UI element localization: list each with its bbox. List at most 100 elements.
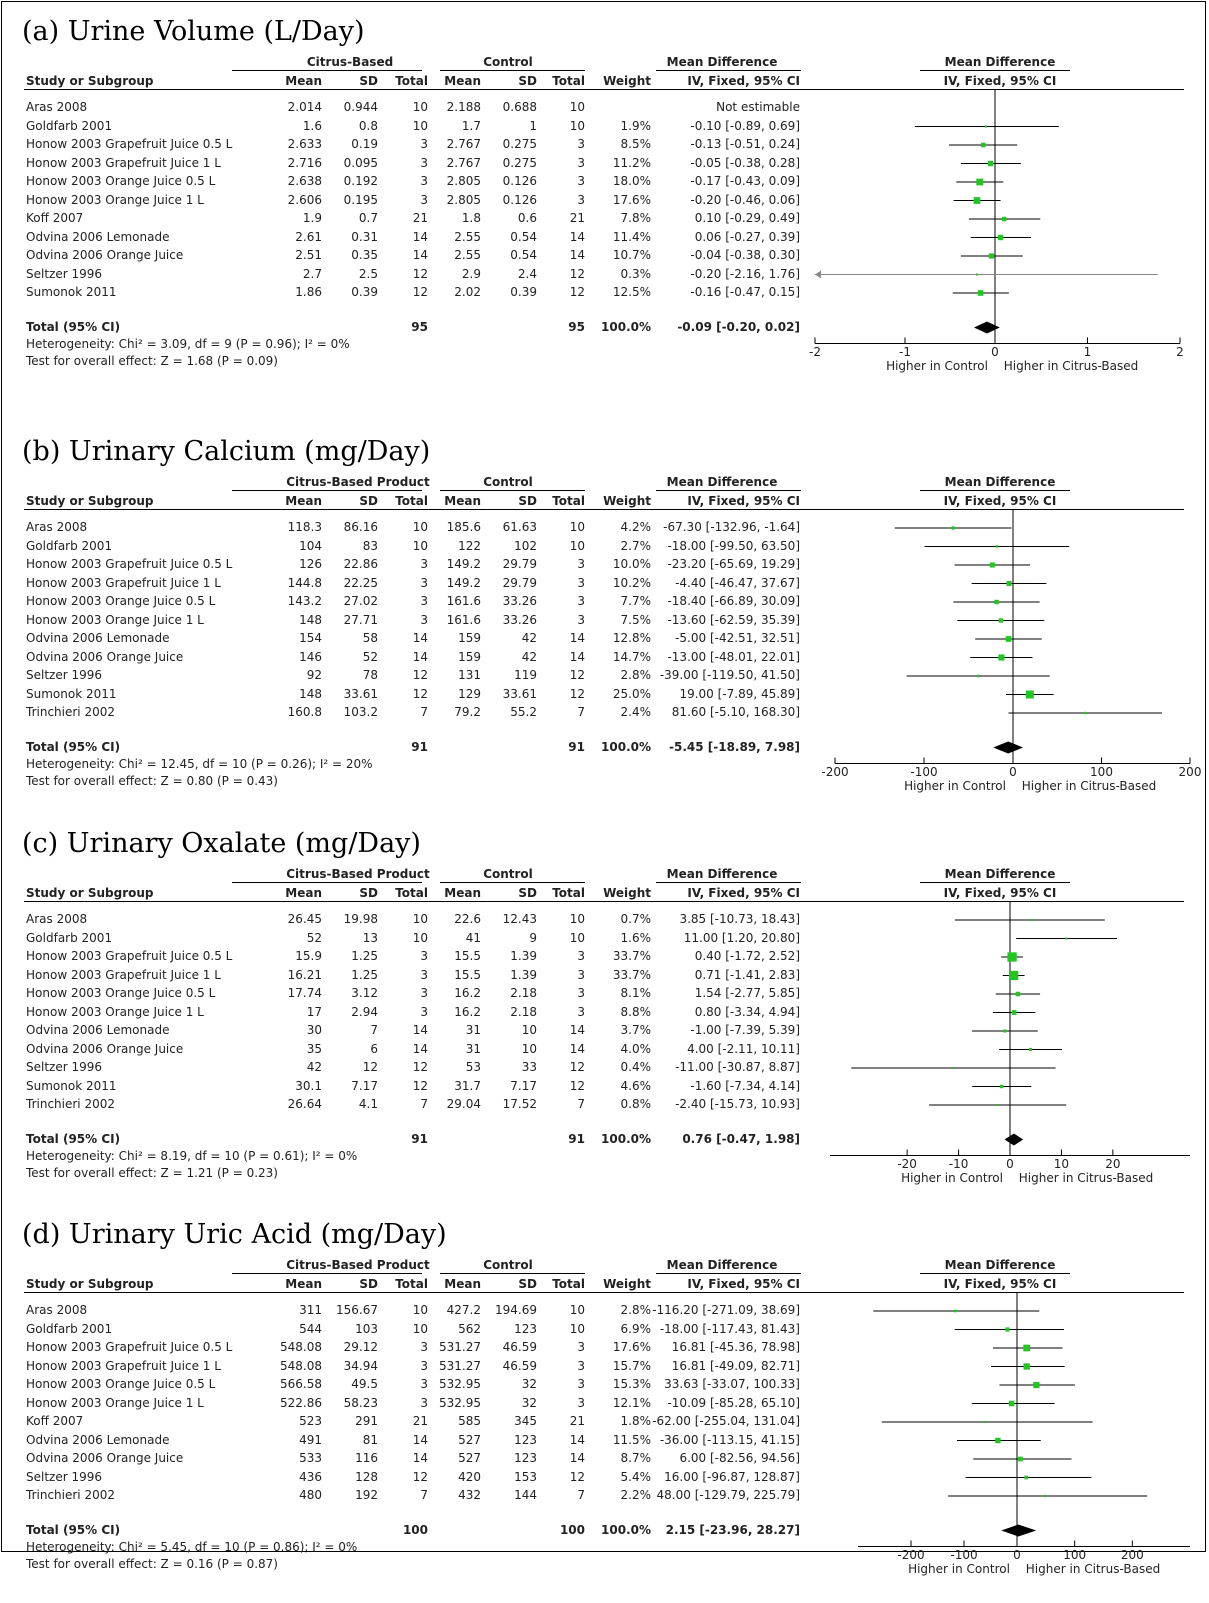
row-k-total: 12 bbox=[570, 1470, 585, 1484]
effect-marker bbox=[1007, 581, 1012, 586]
row-k-mean: 31 bbox=[466, 1042, 481, 1056]
row-weight: 15.7% bbox=[613, 1359, 651, 1373]
row-c-mean: 144.8 bbox=[288, 576, 322, 590]
row-name: Honow 2003 Grapefruit Juice 0.5 L bbox=[26, 557, 232, 571]
row-k-mean: 532.95 bbox=[439, 1396, 481, 1410]
effect-marker bbox=[988, 161, 993, 166]
row-k-total: 21 bbox=[570, 1414, 585, 1428]
row-k-total: 14 bbox=[570, 1042, 585, 1056]
row-k-mean: 122 bbox=[458, 539, 481, 553]
row-c-sd: 12 bbox=[363, 1060, 378, 1074]
row-c-total: 12 bbox=[413, 668, 428, 682]
row-c-sd: 0.192 bbox=[344, 174, 378, 188]
row-k-sd: 123 bbox=[514, 1451, 537, 1465]
row-c-total: 3 bbox=[420, 193, 428, 207]
row-ci-text: 19.00 [-7.89, 45.89] bbox=[679, 687, 800, 701]
row-k-mean: 41 bbox=[466, 931, 481, 945]
row-c-total: 3 bbox=[420, 557, 428, 571]
total-ci: 0.76 [-0.47, 1.98] bbox=[682, 1132, 800, 1146]
overall-effect-text: Test for overall effect: Z = 0.80 (P = 0… bbox=[26, 774, 278, 788]
total-citrus-n: 91 bbox=[411, 1132, 428, 1146]
row-k-mean: 16.2 bbox=[454, 986, 481, 1000]
row-c-mean: 533 bbox=[299, 1451, 322, 1465]
row-k-sd: 2.4 bbox=[518, 267, 537, 281]
row-c-sd: 103.2 bbox=[344, 705, 378, 719]
effect-marker bbox=[999, 618, 1003, 622]
row-weight: 0.4% bbox=[621, 1060, 652, 1074]
row-weight: 17.6% bbox=[613, 1340, 651, 1354]
row-weight: 0.8% bbox=[621, 1097, 652, 1111]
row-k-mean: 527 bbox=[458, 1451, 481, 1465]
row-c-sd: 86.16 bbox=[344, 520, 378, 534]
row-k-total: 10 bbox=[570, 100, 585, 114]
row-c-mean: 160.8 bbox=[288, 705, 322, 719]
row-c-total: 3 bbox=[420, 949, 428, 963]
row-name: Honow 2003 Grapefruit Juice 1 L bbox=[26, 576, 221, 590]
overall-effect-text: Test for overall effect: Z = 1.21 (P = 0… bbox=[26, 1166, 278, 1180]
row-k-sd: 194.69 bbox=[495, 1303, 537, 1317]
row-c-total: 3 bbox=[420, 576, 428, 590]
effect-marker bbox=[1009, 1401, 1015, 1407]
row-k-sd: 32 bbox=[522, 1377, 537, 1391]
row-weight: 2.8% bbox=[621, 668, 652, 682]
row-k-mean: 527 bbox=[458, 1433, 481, 1447]
row-name: Odvina 2006 Orange Juice bbox=[26, 1042, 183, 1056]
row-c-mean: 126 bbox=[299, 557, 322, 571]
effect-marker bbox=[990, 562, 995, 567]
row-c-sd: 58.23 bbox=[344, 1396, 378, 1410]
row-ci-text: 6.00 [-82.56, 94.56] bbox=[679, 1451, 800, 1465]
effect-marker bbox=[952, 1067, 954, 1069]
row-k-mean: 562 bbox=[458, 1322, 481, 1336]
row-c-mean: 26.45 bbox=[288, 912, 322, 926]
row-k-total: 7 bbox=[577, 1097, 585, 1111]
effect-marker bbox=[1026, 691, 1034, 699]
row-c-total: 7 bbox=[420, 1488, 428, 1502]
row-c-sd: 29.12 bbox=[344, 1340, 378, 1354]
row-k-total: 3 bbox=[577, 174, 585, 188]
row-k-total: 12 bbox=[570, 668, 585, 682]
row-k-mean: 161.6 bbox=[447, 613, 481, 627]
ci-arrow-left bbox=[815, 271, 821, 279]
row-name: Honow 2003 Orange Juice 1 L bbox=[26, 1005, 204, 1019]
total-ci: -5.45 [-18.89, 7.98] bbox=[669, 740, 800, 754]
row-name: Aras 2008 bbox=[26, 520, 87, 534]
row-c-mean: 2.633 bbox=[288, 137, 322, 151]
row-weight: 14.7% bbox=[613, 650, 651, 664]
row-k-sd: 0.126 bbox=[503, 174, 537, 188]
row-k-total: 14 bbox=[570, 1451, 585, 1465]
row-name: Honow 2003 Orange Juice 0.5 L bbox=[26, 174, 215, 188]
row-ci-text: 3.85 [-10.73, 18.43] bbox=[679, 912, 800, 926]
row-c-mean: 1.6 bbox=[303, 119, 322, 133]
row-k-total: 3 bbox=[577, 156, 585, 170]
row-k-total: 12 bbox=[570, 267, 585, 281]
row-name: Odvina 2006 Lemonade bbox=[26, 1433, 169, 1447]
row-ci-text: -1.00 [-7.39, 5.39] bbox=[690, 1023, 800, 1037]
row-k-mean: 427.2 bbox=[447, 1303, 481, 1317]
row-k-total: 3 bbox=[577, 576, 585, 590]
row-k-sd: 17.52 bbox=[503, 1097, 537, 1111]
row-c-mean: 2.638 bbox=[288, 174, 322, 188]
total-weight: 100.0% bbox=[601, 740, 651, 754]
total-control-n: 91 bbox=[568, 1132, 585, 1146]
row-k-sd: 61.63 bbox=[503, 520, 537, 534]
effect-marker bbox=[994, 600, 998, 604]
row-k-total: 12 bbox=[570, 1079, 585, 1093]
row-c-total: 10 bbox=[413, 1303, 428, 1317]
row-k-sd: 153 bbox=[514, 1470, 537, 1484]
total-control-n: 91 bbox=[568, 740, 585, 754]
row-k-mean: 79.2 bbox=[454, 705, 481, 719]
row-c-sd: 128 bbox=[355, 1470, 378, 1484]
row-weight: 4.2% bbox=[621, 520, 652, 534]
row-c-mean: 2.014 bbox=[288, 100, 322, 114]
row-c-mean: 26.64 bbox=[288, 1097, 322, 1111]
row-k-total: 3 bbox=[577, 986, 585, 1000]
row-name: Goldfarb 2001 bbox=[26, 119, 112, 133]
row-k-mean: 2.805 bbox=[447, 193, 481, 207]
row-k-mean: 2.188 bbox=[447, 100, 481, 114]
row-c-sd: 2.94 bbox=[351, 1005, 378, 1019]
row-k-sd: 119 bbox=[514, 668, 537, 682]
row-ci-text: 0.10 [-0.29, 0.49] bbox=[695, 211, 800, 225]
row-c-total: 14 bbox=[413, 631, 428, 645]
row-k-total: 3 bbox=[577, 949, 585, 963]
row-k-sd: 29.79 bbox=[503, 557, 537, 571]
